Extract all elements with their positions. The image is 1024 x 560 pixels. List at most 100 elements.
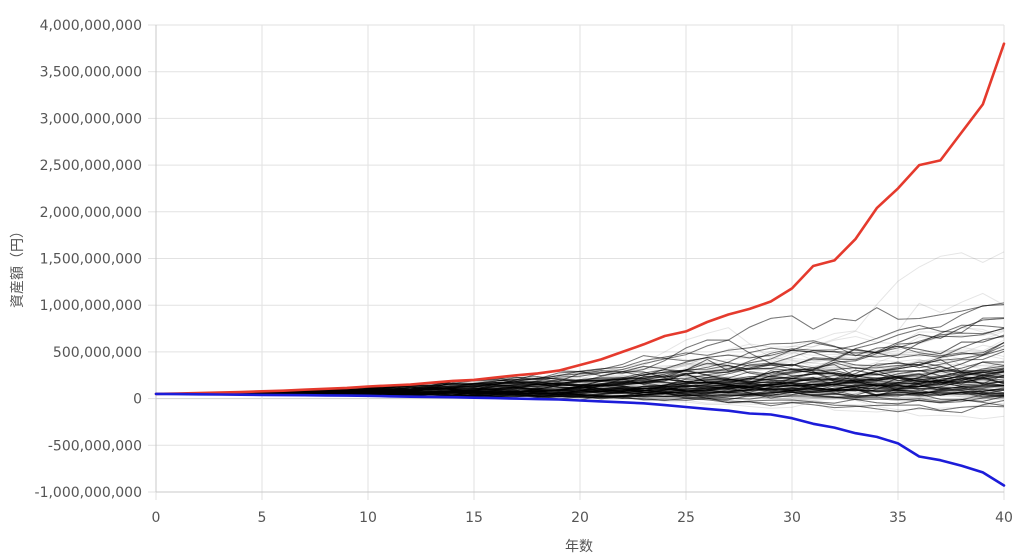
simulation-path xyxy=(155,348,1005,395)
simulation-path xyxy=(155,358,1005,395)
y-tick-label: 2,000,000,000 xyxy=(40,205,142,221)
tick-labels: -1,000,000,000 -500,000,000 0 500,000,000 1,… xyxy=(35,18,1013,526)
simulation-path xyxy=(155,382,1005,397)
simulation-path xyxy=(156,374,1005,395)
simulation-path xyxy=(155,384,1005,396)
x-tick-label: 5 xyxy=(258,510,267,526)
simulation-path xyxy=(155,317,1005,396)
simulation-path xyxy=(155,382,1005,397)
simulation-path xyxy=(155,367,1005,395)
simulation-path xyxy=(155,318,1005,396)
simulation-path xyxy=(156,374,1005,395)
simulation-path xyxy=(155,370,1005,395)
simulation-path xyxy=(155,327,1005,396)
simulation-path xyxy=(155,342,1005,396)
simulation-path xyxy=(155,371,1005,399)
simulation-path xyxy=(155,390,1005,414)
y-tick-label: 500,000,000 xyxy=(53,345,142,361)
simulation-path xyxy=(155,370,1005,395)
simulation-path xyxy=(155,373,1005,396)
simulation-path xyxy=(155,371,1005,399)
simulation-path xyxy=(155,365,1005,397)
simulation-path xyxy=(155,384,1005,396)
simulation-path xyxy=(155,371,1005,399)
simulation-path xyxy=(155,381,1005,400)
simulation-path xyxy=(155,381,1005,397)
simulation-path xyxy=(155,376,1005,395)
y-tick-label: 1,500,000,000 xyxy=(40,252,142,268)
simulation-path xyxy=(155,370,1005,395)
simulation-path xyxy=(155,376,1005,397)
simulation-path xyxy=(155,370,1005,395)
simulation-path xyxy=(155,365,1005,397)
simulation-path xyxy=(155,369,1005,397)
simulation-path xyxy=(155,361,1005,395)
simulation-path xyxy=(155,302,1005,395)
simulation-path xyxy=(155,365,1005,397)
simulation-path xyxy=(155,370,1005,395)
simulation-path xyxy=(155,302,1005,395)
x-tick-label: 25 xyxy=(677,510,695,526)
simulation-path xyxy=(155,327,1005,396)
simulation-path xyxy=(155,369,1005,397)
simulation-path xyxy=(155,327,1005,396)
simulation-path xyxy=(155,348,1005,395)
simulation-path xyxy=(155,317,1005,396)
simulation-path xyxy=(155,348,1005,395)
x-tick-label: 0 xyxy=(152,510,161,526)
simulation-path xyxy=(155,369,1005,397)
simulation-path xyxy=(155,349,1005,395)
simulation-path xyxy=(155,378,1005,396)
simulation-path xyxy=(155,365,1005,397)
simulation-path xyxy=(155,304,1005,395)
simulation-path xyxy=(155,342,1005,396)
simulation-path xyxy=(155,342,1005,396)
simulation-path xyxy=(155,362,1005,395)
simulation-path xyxy=(155,389,1005,407)
simulation-path xyxy=(155,384,1005,400)
simulation-path xyxy=(155,373,1005,396)
simulation-path xyxy=(155,384,1005,400)
simulation-path xyxy=(155,382,1005,397)
simulation-path xyxy=(155,358,1005,395)
y-tick-label: 1,000,000,000 xyxy=(40,298,142,314)
simulation-path xyxy=(155,304,1005,395)
simulation-path xyxy=(155,361,1005,395)
simulation-path xyxy=(155,390,1005,414)
simulation-path xyxy=(155,369,1005,397)
simulation-path xyxy=(155,341,1005,395)
simulation-path xyxy=(155,361,1005,395)
simulation-path xyxy=(155,382,1005,397)
simulation-path xyxy=(155,387,1005,407)
x-tick-label: 35 xyxy=(889,510,907,526)
simulation-path xyxy=(155,353,1005,395)
simulation-path xyxy=(155,384,1005,400)
simulation-path xyxy=(155,358,1005,395)
simulation-path xyxy=(155,381,1005,397)
simulation-path xyxy=(155,370,1005,395)
simulation-path xyxy=(155,369,1005,397)
simulation-path xyxy=(155,304,1005,395)
y-tick-label: 2,500,000,000 xyxy=(40,158,142,174)
simulation-path xyxy=(155,365,1005,397)
simulation-path xyxy=(155,361,1005,395)
x-tick-label: 30 xyxy=(783,510,801,526)
simulation-path xyxy=(155,335,1005,395)
simulation-path xyxy=(155,361,1005,395)
simulation-path xyxy=(155,389,1005,407)
simulation-path xyxy=(155,335,1005,395)
x-axis-title: 年数 xyxy=(565,539,593,555)
simulation-path xyxy=(155,317,1005,396)
simulation-path xyxy=(155,327,1005,396)
simulation-path xyxy=(155,361,1005,395)
simulation-path xyxy=(155,329,1005,396)
simulation-path xyxy=(155,381,1005,400)
simulation-path xyxy=(155,381,1005,400)
simulation-path xyxy=(155,381,1005,400)
simulation-path xyxy=(155,348,1005,395)
simulation-path xyxy=(155,382,1005,397)
simulation-path xyxy=(155,361,1005,395)
simulation-path xyxy=(155,362,1005,395)
simulation-path xyxy=(155,362,1005,395)
simulation-path xyxy=(155,341,1005,395)
